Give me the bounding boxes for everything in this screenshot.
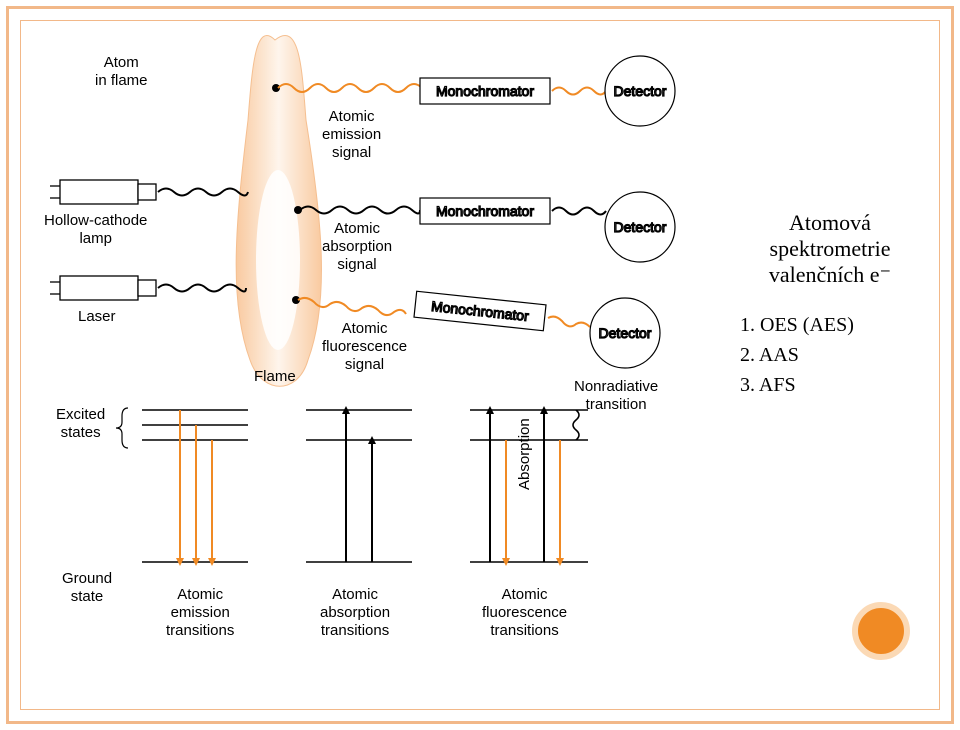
monochromator-3-box: Monochromator bbox=[414, 291, 546, 330]
absorption-levels bbox=[306, 406, 412, 562]
nonradiative-transition-label: Nonradiative transition bbox=[574, 378, 658, 414]
absorption-vertical-label: Absorption bbox=[516, 418, 534, 490]
atomic-emission-signal-label: Atomic emission signal bbox=[322, 108, 381, 162]
detector-2-shape: Detector bbox=[605, 192, 675, 262]
detector-1-label: Detector bbox=[614, 83, 667, 99]
detector-3-shape: Detector bbox=[590, 298, 660, 368]
absorption-transitions-label: Atomic absorption transitions bbox=[320, 586, 390, 640]
fluorescence-transitions-label: Atomic fluorescence transitions bbox=[482, 586, 567, 640]
atom-in-flame-label: Atom in flame bbox=[95, 54, 148, 90]
excited-states-label: Excited states bbox=[56, 406, 105, 442]
monochromators: Monochromator Monochromator Monochromato… bbox=[414, 78, 550, 331]
side-list-item-3: 3. AFS bbox=[740, 370, 920, 400]
side-title-line-1: Atomová bbox=[740, 210, 920, 236]
flame-label: Flame bbox=[254, 368, 296, 386]
detector-2-label: Detector bbox=[614, 219, 667, 235]
side-list-item-2: 2. AAS bbox=[740, 340, 920, 370]
side-title-line-2: spektrometrie bbox=[740, 236, 920, 262]
monochromator-1-box: Monochromator bbox=[420, 78, 550, 104]
monochromator-2-box: Monochromator bbox=[420, 198, 550, 224]
decor-circle bbox=[852, 602, 910, 660]
ground-state-label: Ground state bbox=[62, 570, 112, 606]
laser-shape bbox=[50, 276, 156, 300]
side-list: 1. OES (AES) 2. AAS 3. AFS bbox=[740, 310, 920, 400]
atomic-absorption-signal-label: Atomic absorption signal bbox=[322, 220, 392, 274]
side-title-line-3: valenčních e⁻ bbox=[740, 262, 920, 288]
emission-transitions-label: Atomic emission transitions bbox=[166, 586, 234, 640]
slide: Monochromator Monochromator Monochromato… bbox=[0, 0, 960, 730]
emission-levels bbox=[142, 410, 248, 566]
atomic-fluorescence-signal-label: Atomic fluorescence signal bbox=[322, 320, 407, 374]
detector-3-label: Detector bbox=[599, 325, 652, 341]
monochromator-2-label: Monochromator bbox=[436, 203, 534, 219]
side-title: Atomová spektrometrie valenčních e⁻ bbox=[740, 210, 920, 288]
side-list-item-1: 1. OES (AES) bbox=[740, 310, 920, 340]
laser-label: Laser bbox=[78, 308, 116, 326]
excited-states-brace bbox=[116, 408, 128, 448]
monochromator-1-label: Monochromator bbox=[436, 83, 534, 99]
hollow-cathode-lamp-shape bbox=[50, 180, 156, 204]
detectors: Detector Detector Detector bbox=[590, 56, 675, 368]
hollow-cathode-lamp-label: Hollow-cathode lamp bbox=[44, 212, 147, 248]
detector-1-shape: Detector bbox=[605, 56, 675, 126]
